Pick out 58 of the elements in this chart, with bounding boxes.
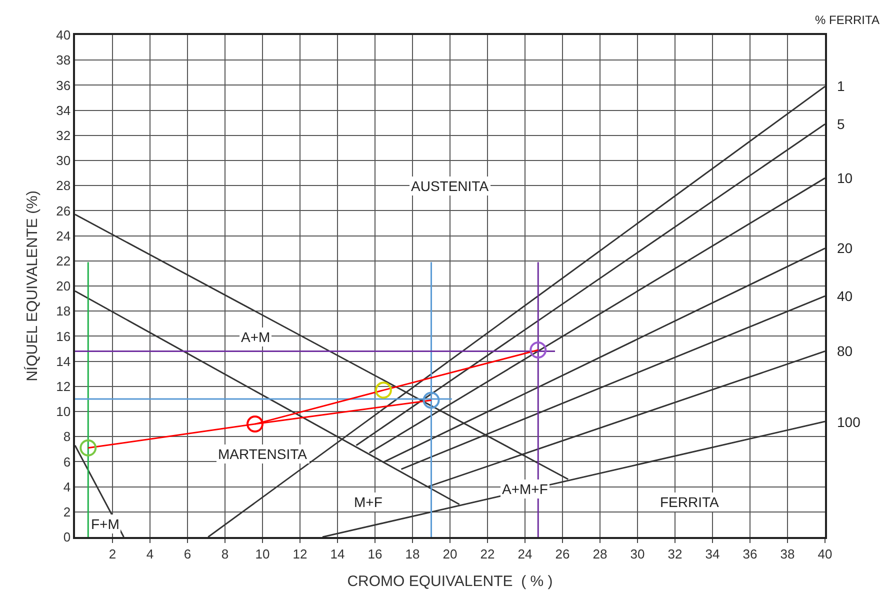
x-tick-label: 30 [630, 546, 645, 562]
x-tick-label: 16 [368, 546, 382, 562]
y-tick-label: 0 [63, 530, 71, 545]
y-tick-label: 38 [56, 52, 71, 68]
x-tick-label: 22 [480, 546, 495, 562]
series-label: 20 [837, 240, 853, 256]
x-tick-label: 18 [405, 546, 420, 562]
y-tick-label: 18 [56, 304, 71, 319]
annotation: A+M [241, 329, 270, 345]
y-tick-label: 34 [56, 102, 71, 118]
series-label: 80 [837, 343, 853, 359]
x-tick-label: 20 [442, 546, 458, 562]
y-tick-label: 20 [56, 278, 71, 294]
x-tick-label: 8 [221, 546, 229, 562]
y-tick-label: 40 [56, 28, 71, 43]
x-tick-label: 10 [255, 546, 270, 562]
y-tick-label: 10 [56, 404, 71, 420]
y-tick-label: 6 [63, 454, 71, 470]
x-tick-label: 6 [184, 546, 192, 562]
y-tick-label: 14 [56, 354, 71, 369]
series-label: 5 [837, 116, 845, 132]
y-tick-label: 30 [56, 153, 71, 168]
y-tick-label: 8 [63, 429, 71, 444]
y-tick-label: 26 [56, 203, 71, 218]
y-tick-label: 22 [56, 253, 71, 268]
x-tick-label: 36 [742, 546, 758, 562]
annotation: M+F [354, 494, 382, 510]
y-tick-label: 4 [63, 479, 71, 494]
x-tick-label: 26 [555, 546, 570, 562]
series-label: 10 [837, 170, 853, 186]
y-tick-label: 24 [56, 228, 71, 244]
y-tick-label: 28 [56, 178, 71, 194]
x-tick-label: 34 [705, 546, 720, 562]
x-tick-label: 14 [330, 546, 345, 562]
x-tick-label: 40 [818, 546, 832, 562]
x-tick-label: 32 [668, 546, 682, 562]
series-label: 100 [837, 414, 861, 430]
annotation: A+M+F [502, 481, 548, 497]
series-label: 40 [837, 288, 853, 304]
annotation: F+M [91, 516, 120, 532]
y-tick-label: 16 [56, 328, 71, 344]
series-label: 1 [837, 78, 845, 94]
x-tick-label: 38 [780, 546, 795, 562]
annotation: AUSTENITA [411, 178, 490, 194]
annotation: MARTENSITA [218, 446, 308, 462]
x-tick-label: 2 [108, 546, 116, 562]
y-tick-label: 12 [56, 378, 71, 394]
y-tick-label: 36 [56, 78, 71, 93]
x-tick-label: 12 [292, 546, 308, 562]
x-tick-label: 28 [592, 546, 608, 562]
text: % FERRITA [815, 13, 880, 27]
y-axis-title: NÍQUEL EQUIVALENTE (%) [22, 190, 41, 382]
y-tick-label: 2 [63, 504, 71, 520]
x-tick-label: 24 [518, 546, 532, 562]
x-tick-label: 4 [146, 546, 154, 562]
annotation: FERRITA [660, 494, 720, 510]
y-tick-label: 32 [56, 128, 71, 143]
x-axis-title: CROMO EQUIVALENTE ( % ) [347, 572, 553, 590]
